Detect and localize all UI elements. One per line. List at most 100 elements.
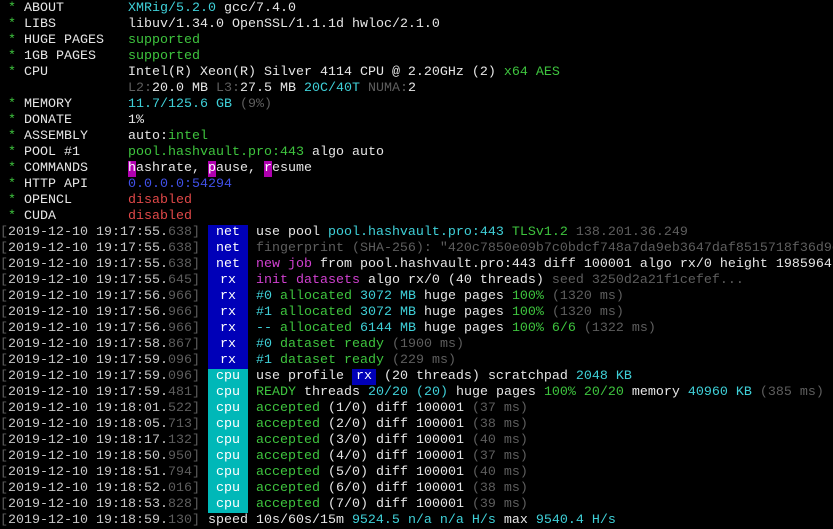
bracket-close: ]: [191, 401, 200, 416]
log-message-segment: (1320 ms): [551, 305, 624, 320]
header-label: COMMANDS: [24, 161, 88, 176]
log-timestamp: 2019-12-10 19:17:59.: [8, 369, 168, 384]
log-message-segment: threads: [295, 385, 368, 400]
log-milliseconds: 638: [167, 241, 192, 256]
log-message-segment: 100%: [511, 305, 552, 320]
bracket-close: ]: [191, 513, 200, 528]
log-message-segment: 9540.4 H/s: [535, 513, 616, 528]
log-milliseconds: 645: [167, 273, 192, 288]
bracket-close: ]: [191, 305, 200, 320]
log-message-segment: (40 ms): [471, 433, 528, 448]
log-tag-rx: rx: [207, 321, 248, 337]
header-label: ASSEMBLY: [24, 129, 88, 144]
log-timestamp: 2019-12-10 19:18:53.: [8, 497, 168, 512]
log-message-segment: #0: [255, 337, 280, 352]
bracket-open: [: [0, 321, 8, 336]
log-message-segment: dataset ready: [279, 353, 392, 368]
log-message-segment: (37 ms): [471, 401, 528, 416]
log-timestamp: 2019-12-10 19:18:51.: [8, 465, 168, 480]
bracket-close: ]: [191, 225, 200, 240]
header-value: intel: [168, 129, 208, 144]
bracket-close: ]: [191, 273, 200, 288]
header-label: CPU: [24, 65, 48, 80]
log-message-segment: #1: [255, 305, 280, 320]
bracket-close: ]: [191, 449, 200, 464]
log-message-segment: (6/0) diff 100001: [319, 481, 472, 496]
bullet-star-icon: *: [0, 97, 24, 112]
bracket-open: [: [0, 433, 8, 448]
log-timestamp: 2019-12-10 19:17:55.: [8, 273, 168, 288]
log-timestamp: 2019-12-10 19:18:05.: [8, 417, 168, 432]
log-message-segment: --: [255, 321, 280, 336]
log-line: [2019-12-10 19:17:58. 867] rx #0 dataset re…: [0, 337, 833, 353]
bracket-open: [: [0, 385, 8, 400]
log-message-segment: (3/0) diff 100001: [319, 433, 472, 448]
log-message-segment: accepted: [255, 433, 320, 448]
log-message-segment: accepted: [255, 449, 320, 464]
log-tag-cpu: cpu: [207, 401, 248, 417]
log-line: [2019-12-10 19:17:55. 645] rx init datasets…: [0, 273, 833, 289]
bracket-open: [: [0, 225, 8, 240]
header-value: r: [263, 161, 272, 177]
log-line: [2019-12-10 19:17:59. 096] cpu use profile …: [0, 369, 833, 385]
log-tag-cpu: cpu: [207, 385, 248, 401]
log-message-segment: (38 ms): [471, 417, 528, 432]
log-milliseconds: 096: [167, 353, 192, 368]
log-milliseconds: 132: [167, 433, 192, 448]
header-label: HTTP API: [24, 177, 88, 192]
bracket-open: [: [0, 449, 8, 464]
log-line: [2019-12-10 19:17:59. 481] cpu READY thread…: [0, 385, 833, 401]
header-value: auto:: [128, 129, 168, 144]
header-label: [24, 81, 128, 97]
log-tag-cpu: cpu: [207, 481, 248, 497]
log-milliseconds: 966: [167, 305, 192, 320]
log-timestamp: 2019-12-10 19:17:58.: [8, 337, 168, 352]
log-message-segment: (2/0) diff 100001: [319, 417, 472, 432]
header-label: DONATE: [24, 113, 72, 128]
bullet-star-icon: *: [0, 145, 24, 160]
bullet-star-icon: *: [0, 65, 24, 80]
header-value: L2:: [128, 81, 152, 96]
log-tag-rx: rx: [207, 289, 248, 305]
log-milliseconds: 713: [167, 417, 192, 432]
log-timestamp: 2019-12-10 19:18:01.: [8, 401, 168, 416]
header-line: L2: 20.0 MB L3: 27.5 MB 20C/40T NUMA: 2: [0, 81, 833, 97]
log-tag-cpu: cpu: [207, 369, 248, 385]
header-value: esume: [271, 161, 312, 176]
bracket-open: [: [0, 273, 8, 288]
log-line: [2019-12-10 19:18:52. 016] cpu accepted (6/…: [0, 481, 833, 497]
log-message-segment: (385 ms): [759, 385, 824, 400]
log-milliseconds: 638: [167, 225, 192, 240]
log-timestamp: 2019-12-10 19:17:55.: [8, 241, 168, 256]
log-message-segment: init datasets: [255, 273, 360, 288]
header-value: supported: [128, 49, 200, 64]
log-message-segment: (20 threads): [375, 369, 488, 384]
log-message-segment: allocated: [279, 321, 360, 336]
log-message-segment: (1320 ms): [551, 289, 624, 304]
bullet-star-icon: *: [0, 161, 24, 176]
log-message-segment: use pool: [255, 225, 328, 240]
bracket-open: [: [0, 417, 8, 432]
log-message-segment: accepted: [255, 481, 320, 496]
log-message-segment: seed 3250d2a21f1cefef...: [551, 273, 744, 288]
bracket-close: ]: [191, 337, 200, 352]
log-message-segment: (229 ms): [391, 353, 456, 368]
log-line: [2019-12-10 19:18:59. 130] speed 10s/60s/…: [0, 513, 833, 529]
bracket-close: ]: [191, 481, 200, 496]
bracket-open: [: [0, 305, 8, 320]
header-line: * DONATE 1%: [0, 113, 833, 129]
header-value: disabled: [128, 209, 192, 224]
header-line: * COMMANDS h ashrate, p ause, r esume: [0, 161, 833, 177]
log-milliseconds: 016: [167, 481, 192, 496]
bracket-open: [: [0, 257, 8, 272]
header-value: ashrate,: [136, 161, 208, 176]
log-message-segment: 100% 20/20: [543, 385, 632, 400]
log-line: [2019-12-10 19:17:59. 096] rx #1 dataset re…: [0, 353, 833, 369]
log-message-segment: READY: [255, 385, 296, 400]
log-message-segment: (1/0) diff 100001: [319, 401, 472, 416]
header-label: CUDA: [24, 209, 56, 224]
bracket-close: ]: [191, 369, 200, 384]
log-milliseconds: 522: [167, 401, 192, 416]
log-tag-cpu: cpu: [207, 417, 248, 433]
log-milliseconds: 130: [167, 513, 192, 528]
